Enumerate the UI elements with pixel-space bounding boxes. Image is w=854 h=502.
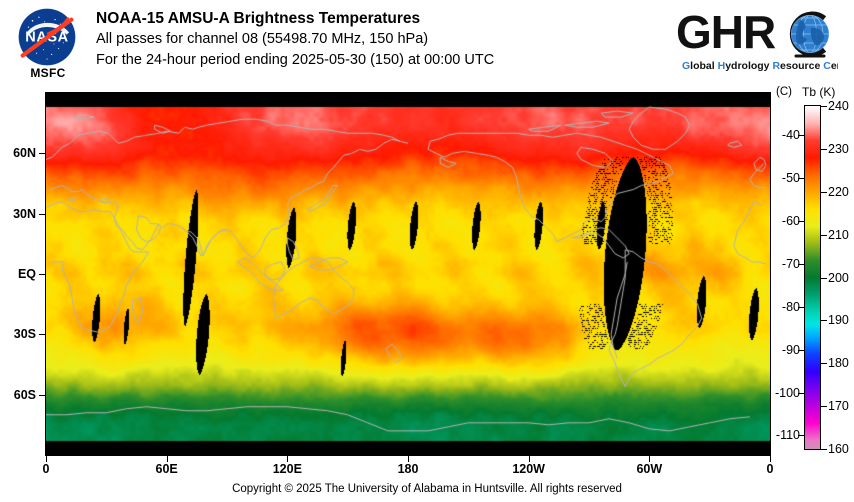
longitude-tick-label: 120W: [512, 462, 545, 476]
channel-subtitle: All passes for channel 08 (55498.70 MHz,…: [96, 31, 429, 47]
colorbar-kelvin-tick-label: 210: [828, 227, 849, 242]
period-subtitle: For the 24-hour period ending 2025-05-30…: [96, 52, 495, 68]
ghrc-logo: GHR Global Hydrology Resource: [674, 8, 838, 78]
latitude-tick-label: 30N: [13, 206, 36, 221]
latitude-tick-mark: [39, 394, 45, 396]
colorbar-kelvin-tick-label: 220: [828, 184, 849, 199]
longitude-tick-mark: [770, 456, 771, 462]
latitude-tick-mark: [39, 213, 45, 215]
colorbar-celsius-tick-label: -110: [775, 428, 800, 443]
colorbar-kelvin-tick-label: 230: [828, 141, 849, 156]
colorbar-celsius-tick-label: -60: [781, 214, 800, 229]
colorbar-celsius-tick-label: -80: [781, 299, 800, 314]
latitude-tick-label: EQ: [17, 267, 36, 281]
svg-text:Global Hydrology Resource Cent: Global Hydrology Resource Center: [682, 60, 838, 72]
latitude-tick-label: 60N: [13, 146, 36, 161]
plot-area: 60N 30N EQ 30S 60S 0 60E 120E 180 120W 60W 0 Copyr…: [0, 86, 854, 502]
longitude-tick-mark: [528, 456, 530, 462]
latitude-tick-mark: [39, 274, 45, 275]
longitude-tick-mark: [287, 456, 289, 462]
colorbar-kelvin-tick-mark: [821, 191, 827, 193]
colorbar: (C) Tb (K) 240 230 220 210 200 190 180 170 160 -4…: [775, 85, 854, 466]
colorbar-celsius-tick-mark: [798, 392, 804, 394]
colorbar-celsius-tick-mark: [798, 349, 804, 351]
colorbar-kelvin-tick-mark: [821, 449, 827, 450]
longitude-tick-mark: [408, 456, 409, 462]
colorbar-kelvin-tick-mark: [821, 406, 827, 408]
colorbar-celsius-tick-mark: [798, 435, 804, 437]
longitude-tick-label: 0: [42, 462, 50, 476]
latitude-tick-mark: [39, 334, 45, 336]
colorbar-celsius-tick-label: -70: [781, 256, 800, 271]
longitude-tick-label: 180: [397, 462, 419, 476]
colorbar-celsius-tick-label: -40: [781, 128, 800, 143]
svg-text:GHR: GHR: [676, 8, 776, 58]
latitude-tick-label: 30S: [13, 327, 36, 342]
colorbar-celsius-unit: (C): [776, 86, 792, 98]
page-header: NASA MSFC NOAA-15 AMSU-A Brightness Temp…: [0, 0, 854, 86]
brightness-temperature-map: [46, 93, 770, 455]
colorbar-celsius-tick-mark: [798, 135, 804, 137]
colorbar-kelvin-tick-label: 200: [828, 270, 849, 285]
copyright-notice: Copyright © 2025 The University of Alaba…: [232, 483, 622, 495]
colorbar-kelvin-tick-label: 170: [828, 399, 849, 414]
ghrc-wordmark-icon: GHR: [676, 8, 829, 58]
colorbar-celsius-tick-mark: [798, 263, 804, 265]
longitude-tick-mark: [166, 456, 168, 462]
nasa-msfc-logo: NASA MSFC: [12, 6, 84, 82]
colorbar-celsius-tick-label: -90: [781, 342, 800, 357]
longitude-tick-mark: [649, 456, 651, 462]
latitude-tick-mark: [39, 153, 45, 155]
colorbar-celsius-tick-mark: [798, 306, 804, 308]
colorbar-kelvin-unit: Tb (K): [802, 85, 836, 99]
ghrc-tagline: Global Hydrology Resource Center: [682, 60, 838, 72]
nasa-meatball-icon: NASA: [18, 8, 76, 66]
longitude-tick-label: 0: [766, 462, 774, 476]
colorbar-kelvin-tick-mark: [821, 363, 827, 365]
longitude-tick-mark: [46, 456, 47, 462]
colorbar-kelvin-tick-mark: [821, 106, 827, 107]
title-block: NOAA-15 AMSU-A Brightness Temperatures A…: [96, 9, 656, 71]
longitude-tick-label: 60E: [155, 462, 178, 476]
nasa-logo-caption: MSFC: [30, 66, 66, 80]
colorbar-celsius-tick-label: -100: [774, 385, 800, 400]
longitude-axis: 0 60E 120E 180 120W 60W 0: [42, 456, 774, 480]
colorbar-gradient: [804, 105, 821, 450]
longitude-tick-label: 60W: [636, 462, 663, 476]
page-title: NOAA-15 AMSU-A Brightness Temperatures: [96, 10, 421, 27]
colorbar-kelvin-tick-mark: [821, 234, 827, 236]
colorbar-kelvin-tick-label: 240: [828, 99, 849, 113]
colorbar-canvas: [805, 106, 820, 449]
latitude-tick-label: 60S: [13, 387, 36, 402]
colorbar-kelvin-tick-mark: [821, 148, 827, 150]
latitude-axis: 60N 30N EQ 30S 60S: [0, 92, 45, 456]
colorbar-celsius-tick-mark: [798, 178, 804, 180]
colorbar-kelvin-tick-label: 160: [828, 442, 849, 456]
colorbar-kelvin-tick-label: 190: [828, 313, 849, 328]
colorbar-kelvin-tick-mark: [821, 320, 827, 322]
longitude-tick-label: 120E: [272, 462, 302, 476]
colorbar-celsius-tick-mark: [798, 221, 804, 223]
colorbar-celsius-tick-label: -50: [781, 171, 800, 186]
map-frame: [45, 92, 771, 456]
colorbar-kelvin-tick-label: 180: [828, 356, 849, 371]
colorbar-kelvin-tick-mark: [821, 277, 827, 279]
